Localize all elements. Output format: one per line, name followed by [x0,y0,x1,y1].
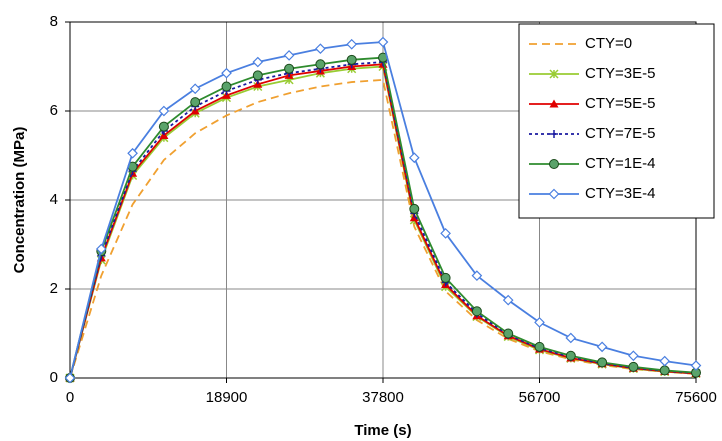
x-tick-label: 37800 [362,389,404,406]
marker [377,36,389,48]
x-tick-label: 56700 [519,389,561,406]
marker [596,341,608,353]
marker [471,306,482,317]
marker [502,294,514,306]
x-tick-label: 18900 [206,389,248,406]
marker [283,50,295,61]
marker [158,121,169,132]
legend-label: CTY=0 [585,35,632,52]
legend-label: CTY=5E-5 [585,95,655,112]
legend-label: CTY=3E-4 [585,185,655,202]
y-tick-label: 8 [50,13,58,30]
marker [534,341,545,352]
legend: CTY=0 CTY=3E-5 CTY=5E-5 CTY=7E-5 CTY=1E-4 CTY… [518,23,715,219]
marker [471,270,483,281]
legend-label: CTY=3E-5 [585,65,655,82]
marker [252,70,263,81]
marker [315,59,326,70]
marker [190,97,201,108]
x-tick-label: 75600 [675,389,717,406]
x-tick-label: 0 [66,389,74,406]
marker [95,243,107,255]
marker [659,365,670,376]
marker [549,69,559,79]
marker [440,228,451,239]
marker [315,43,326,55]
marker [346,38,358,50]
marker [548,188,560,200]
marker [659,355,671,367]
y-axis-title: Concentration (MPa) [11,127,28,274]
legend-box [518,23,715,219]
marker [221,67,232,79]
marker [189,83,201,95]
marker [550,130,558,138]
series-line [69,61,697,379]
marker [440,272,451,283]
series-line [69,78,697,379]
marker [284,63,295,74]
marker [346,54,357,65]
x-axis-title: Time (s) [354,422,411,439]
marker [408,152,420,164]
y-tick-label: 2 [50,280,58,297]
marker [549,159,559,169]
marker [158,105,170,117]
marker [127,147,138,159]
legend-label: CTY=1E-4 [585,155,655,172]
marker [503,328,514,339]
marker [565,350,576,361]
marker [221,81,232,92]
marker [597,357,608,368]
marker [690,360,702,371]
marker [64,372,76,384]
marker [252,56,264,68]
marker [628,361,639,372]
marker [628,350,639,362]
marker [534,317,545,328]
marker [409,203,420,214]
y-tick-label: 0 [50,369,58,386]
marker [565,332,577,344]
legend-label: CTY=7E-5 [585,125,655,142]
y-tick-label: 6 [50,102,58,119]
y-tick-label: 4 [50,191,58,208]
marker [549,99,559,108]
